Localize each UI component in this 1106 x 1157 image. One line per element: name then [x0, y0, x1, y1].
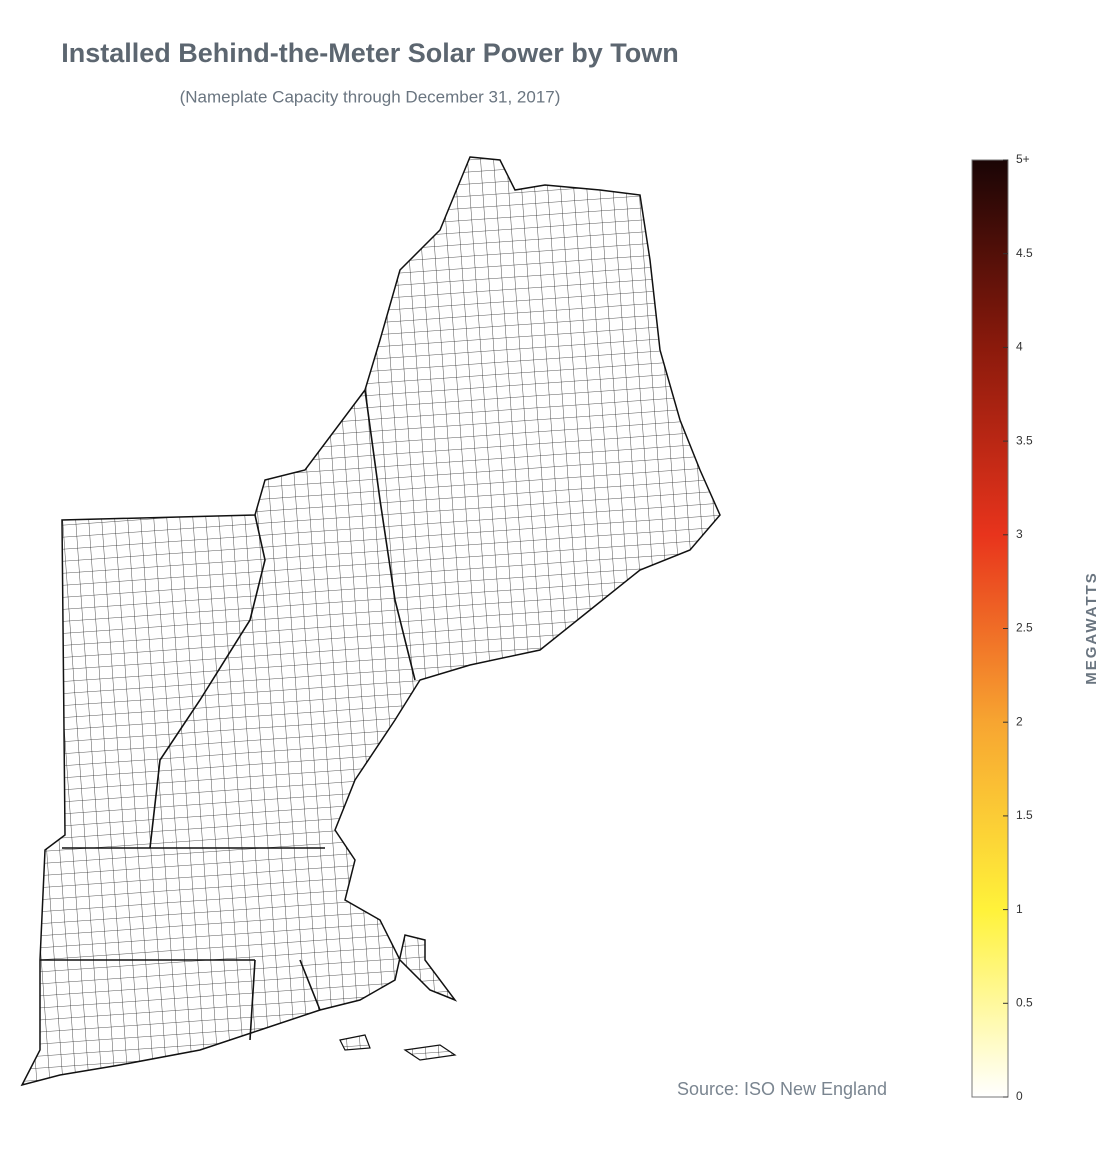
- source: Source: ISO New England: [677, 1079, 887, 1099]
- colorbar-tick-label: 0: [1016, 1089, 1023, 1103]
- title: Installed Behind-the-Meter Solar Power b…: [61, 38, 679, 68]
- island: [339, 1034, 371, 1051]
- colorbar-tick-label: 1: [1016, 902, 1023, 916]
- colorbar-tick-label: 3: [1016, 527, 1023, 541]
- colorbar-tick-label: 5+: [1016, 152, 1030, 166]
- colorbar-tick-label: 2.5: [1016, 621, 1033, 635]
- region-outline: [20, 156, 721, 1087]
- colorbar: 0 0.5 1 1.5 2 2.5 3 3.5 4 4.5 5+: [971, 152, 1033, 1103]
- colorbar-tick-label: 1.5: [1016, 808, 1033, 822]
- colorbar-tick-label: 4.5: [1016, 246, 1033, 260]
- island: [403, 1044, 457, 1061]
- colorbar-tick-label: 2: [1016, 714, 1023, 728]
- colorbar-scale: [971, 159, 1009, 1098]
- map: [20, 156, 721, 1087]
- subtitle: (Nameplate Capacity through December 31,…: [180, 87, 561, 106]
- state-borders: [40, 389, 416, 1041]
- colorbar-tick-label: 4: [1016, 340, 1023, 354]
- colorbar-label: MEGAWATTS: [1083, 571, 1100, 685]
- colorbar-tick-label: 0.5: [1016, 995, 1033, 1009]
- colorbar-tick-label: 3.5: [1016, 433, 1033, 447]
